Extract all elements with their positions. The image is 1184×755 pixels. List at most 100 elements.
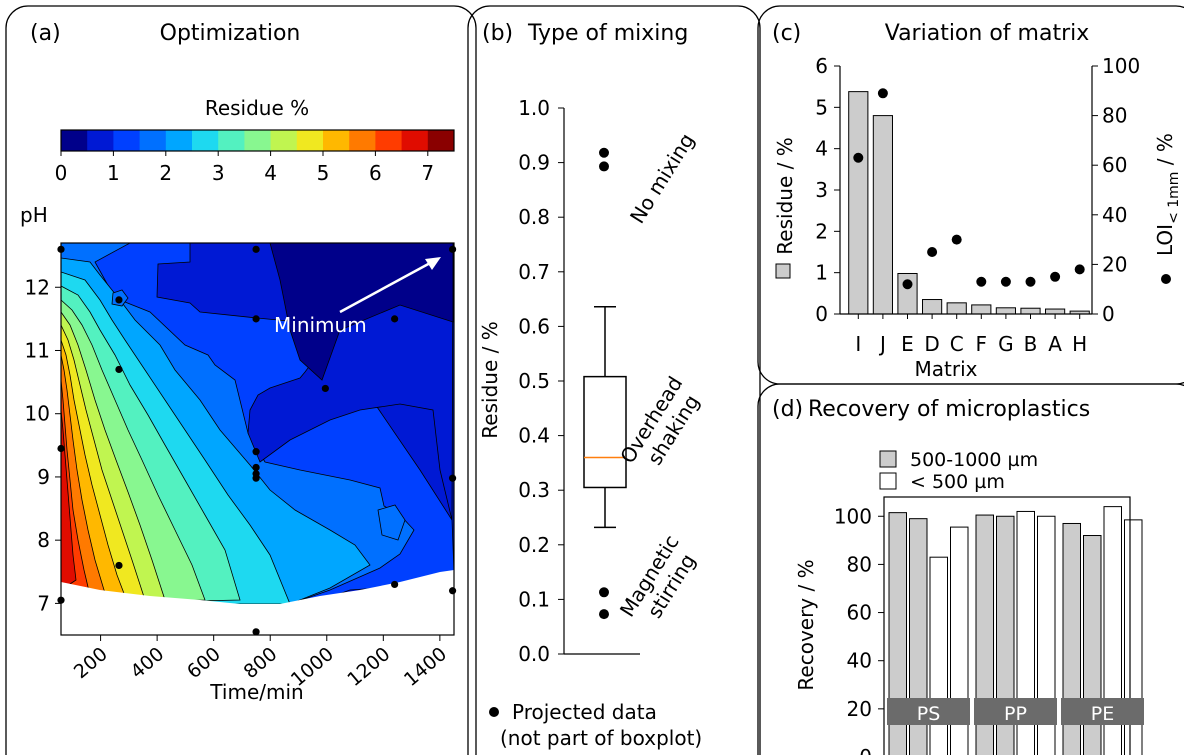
y-tick-label-b: 0.0 bbox=[518, 642, 550, 666]
residue-bar bbox=[971, 304, 992, 315]
label-overhead-shaking: Overhead shaking bbox=[615, 367, 711, 481]
recovery-bar-large bbox=[975, 514, 994, 755]
y2-tick-label-c: 80 bbox=[1102, 104, 1127, 128]
group-band bbox=[887, 698, 970, 725]
y-tick-label-a: 9 bbox=[37, 465, 50, 489]
y-tick-label-d: 100 bbox=[834, 504, 872, 528]
legend-label-small: < 500 µm bbox=[910, 471, 1005, 493]
colorbar-tick-label: 0 bbox=[55, 161, 68, 185]
projected-point bbox=[599, 609, 609, 620]
loi-point bbox=[853, 152, 864, 163]
minimum-arrow bbox=[339, 260, 433, 314]
sample-point bbox=[115, 296, 123, 304]
label-no-mixing: No mixing bbox=[625, 129, 699, 228]
sample-point bbox=[448, 587, 457, 595]
x-tick-label-a: 1200 bbox=[343, 643, 394, 691]
sample-point bbox=[391, 315, 399, 323]
y-tick-label-b: 0.2 bbox=[518, 533, 550, 557]
recovery-bar-small bbox=[1037, 515, 1056, 755]
legend-swatch-residue bbox=[775, 263, 791, 279]
y2-axis-label-c: LOI< 1mm / % bbox=[1153, 133, 1182, 256]
y-tick-label-b: 0.6 bbox=[518, 314, 550, 338]
y-tick-label-c: 5 bbox=[815, 95, 828, 119]
panel-c: (c) Variation of matrix I J E D C F G B A H012345… bbox=[772, 21, 1182, 381]
recovery-bar-small bbox=[1016, 510, 1035, 755]
y-tick-label-c: 1 bbox=[815, 261, 828, 285]
group-label: PS bbox=[917, 703, 941, 725]
y-tick-label-d: 20 bbox=[847, 697, 872, 721]
y-tick-label-a: 7 bbox=[37, 591, 50, 615]
x-tick-label-c: C bbox=[950, 332, 964, 356]
recovery-bar-large bbox=[996, 515, 1015, 755]
loi-point bbox=[1050, 271, 1061, 282]
panel-b-frame bbox=[467, 5, 761, 755]
recovery-bar-large bbox=[888, 512, 907, 755]
recovery-bars bbox=[888, 506, 1143, 755]
y-tick-label-a: 12 bbox=[25, 275, 50, 299]
panel-b-title: Type of mixing bbox=[527, 21, 688, 46]
y-axis-label-b: Residue / % bbox=[478, 321, 502, 438]
colorbar-tick-label: 2 bbox=[159, 161, 172, 185]
y-tick-label-b: 1.0 bbox=[518, 96, 550, 120]
loi-point bbox=[877, 88, 888, 99]
y-tick-label-b: 0.7 bbox=[518, 260, 550, 284]
colorbar-tick-label: 4 bbox=[264, 161, 277, 185]
loi-point bbox=[1074, 264, 1085, 275]
y-tick-label-b: 0.3 bbox=[518, 478, 550, 502]
colorbar-tick-label: 5 bbox=[317, 161, 330, 185]
y2-label-main: LOI bbox=[1153, 224, 1177, 256]
colorbar-label: Residue % bbox=[205, 96, 309, 120]
residue-bar bbox=[1020, 307, 1041, 315]
residue-bar bbox=[922, 299, 943, 315]
y-tick-label-c: 6 bbox=[815, 54, 828, 78]
sample-point bbox=[448, 474, 457, 482]
sample-point bbox=[57, 245, 65, 253]
sample-point bbox=[252, 474, 260, 482]
sample-point bbox=[252, 448, 260, 456]
y-tick-label-b: 0.5 bbox=[518, 369, 550, 393]
panel-d-letter: (d) bbox=[772, 397, 803, 422]
panel-b-letter: (b) bbox=[482, 21, 513, 46]
group-band bbox=[974, 698, 1057, 725]
panel-a-letter: (a) bbox=[30, 21, 61, 46]
y-tick-label-b: 0.4 bbox=[518, 424, 550, 448]
colorbar bbox=[61, 130, 455, 151]
y-axis-label-c: Residue / % bbox=[773, 137, 797, 254]
plot-b-ticks: 0.0 0.1 0.2 0.3 0.4 0.5 0.6 0.7 0.8 0.9 1.0 bbox=[518, 96, 564, 666]
sample-point bbox=[252, 628, 260, 636]
loi-point bbox=[927, 247, 938, 257]
sample-point bbox=[252, 463, 260, 472]
legend-swatch-small bbox=[879, 472, 897, 490]
panel-d-title: Recovery of microplastics bbox=[808, 397, 1090, 422]
y-tick-label-c: 4 bbox=[815, 137, 828, 161]
y-tick-label-a: 10 bbox=[25, 402, 50, 426]
projected-point bbox=[599, 587, 609, 598]
recovery-bar-small bbox=[1124, 519, 1143, 755]
y2-tick-label-c: 100 bbox=[1102, 54, 1140, 78]
legend-marker-b bbox=[489, 707, 499, 717]
plot-d-frame bbox=[883, 496, 1131, 755]
x-tick-label-c: H bbox=[1072, 332, 1087, 356]
loi-point bbox=[902, 279, 913, 290]
residue-bar bbox=[872, 115, 893, 315]
panel-c-letter: (c) bbox=[772, 21, 801, 46]
x-tick-label-c: I bbox=[855, 332, 861, 356]
x-tick-label-a: 600 bbox=[183, 643, 225, 683]
x-tick-label-c: E bbox=[901, 332, 914, 356]
x-tick-label-a: 400 bbox=[126, 643, 168, 683]
colorbar-cell bbox=[296, 130, 324, 151]
recovery-bar-large bbox=[1062, 522, 1081, 755]
box-iqr bbox=[583, 375, 627, 489]
group-labels: PS PP PE bbox=[887, 698, 1144, 725]
y-tick-label-d: 0 bbox=[859, 745, 872, 755]
colorbar-tick-label: 7 bbox=[421, 161, 434, 185]
colorbar-cell bbox=[349, 130, 376, 151]
panel-d-frame bbox=[757, 383, 1184, 755]
panel-b: (b) Type of mixing 0.0 0.1 0.2 0.3 0.4 0.5 0.6… bbox=[478, 21, 711, 750]
residue-bars bbox=[848, 91, 1090, 315]
x-tick-label-c: B bbox=[1024, 332, 1038, 356]
plot-d-ticks: 0 20 40 60 80 100 bbox=[834, 504, 884, 755]
loi-point bbox=[951, 234, 962, 245]
legend-swatch-large bbox=[879, 450, 897, 468]
